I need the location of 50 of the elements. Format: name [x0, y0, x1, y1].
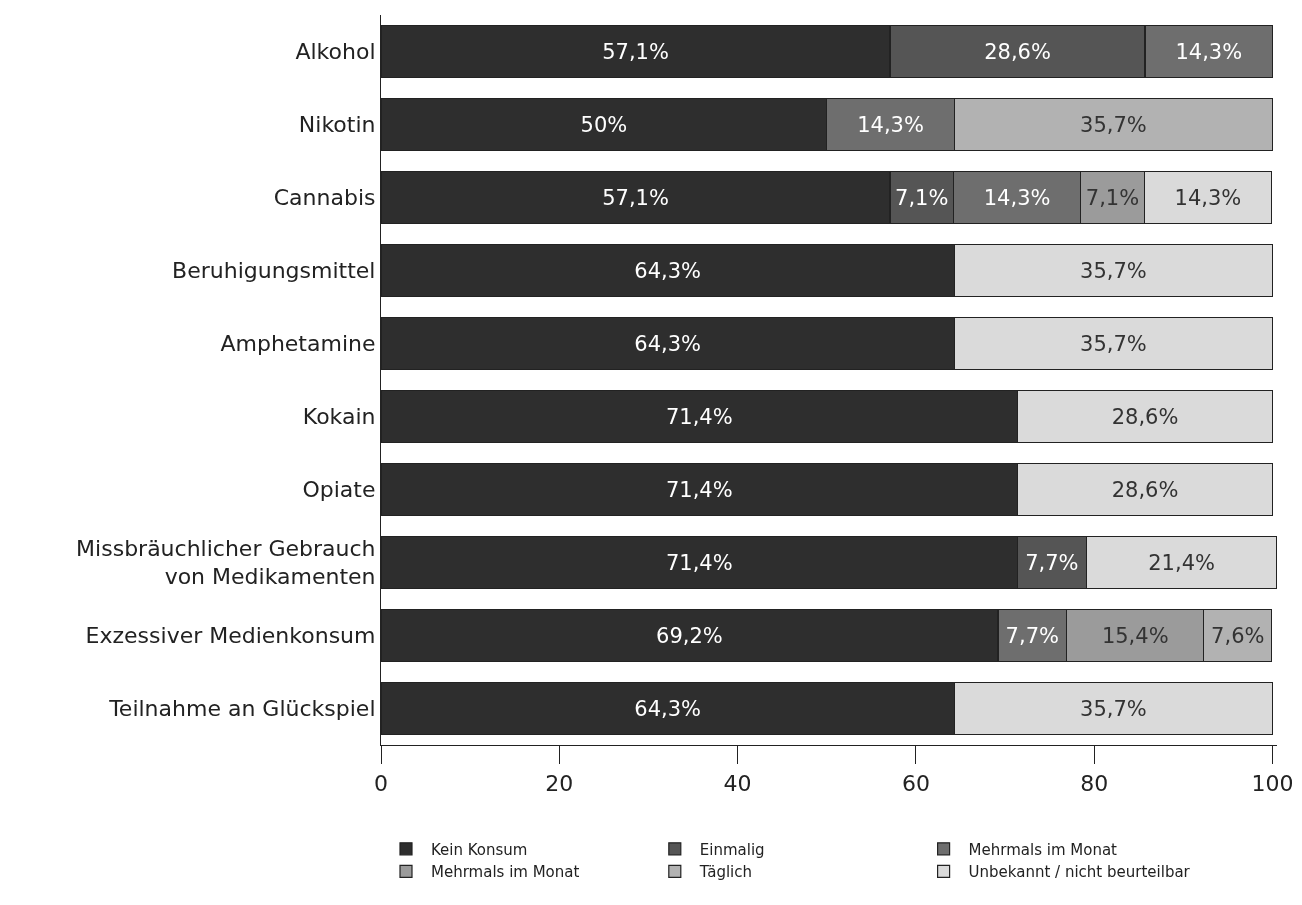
legend-label: Mehrmals im Monat — [968, 840, 1118, 859]
data-label: 57,1% — [602, 39, 669, 64]
y-tick-label: Missbräuchlicher Gebrauch von Medikamenten — [76, 535, 376, 590]
y-tick-label: Alkohol — [295, 39, 376, 65]
data-label: 14,3% — [1174, 185, 1242, 210]
data-label: 7,6% — [1211, 623, 1265, 648]
x-tick-label: 100 — [1251, 770, 1294, 796]
data-label: 35,7% — [1080, 331, 1147, 356]
legend-label: Einmalig — [699, 840, 765, 859]
y-tick-label: Cannabis — [273, 185, 376, 211]
x-tick-label: 20 — [545, 770, 574, 796]
data-label: 50% — [580, 112, 628, 137]
data-label: 64,3% — [634, 696, 701, 721]
data-label: 35,7% — [1080, 258, 1147, 283]
data-label: 14,3% — [983, 185, 1051, 210]
y-tick-label: Amphetamine — [220, 331, 376, 357]
data-label: 28,6% — [1111, 404, 1179, 429]
data-label: 28,6% — [984, 39, 1051, 64]
data-label: 7,1% — [1085, 185, 1140, 210]
y-tick-label: Beruhigungsmittel — [172, 258, 376, 284]
x-tick-label: 80 — [1080, 770, 1109, 796]
data-label: 14,3% — [1175, 39, 1243, 64]
legend-label: Kein Konsum — [431, 840, 528, 859]
data-label: 64,3% — [634, 258, 701, 283]
x-tick-label: 60 — [901, 770, 930, 796]
y-tick-label: Exzessiver Medienkonsum — [85, 623, 376, 649]
data-label: 71,4% — [665, 550, 733, 575]
data-label: 64,3% — [634, 331, 701, 356]
legend-label: Mehrmals im Monat — [431, 863, 580, 882]
y-tick-label: Teilnahme an Glückspiel — [108, 696, 376, 722]
data-label: 71,4% — [665, 404, 733, 429]
y-tick-label: Nikotin — [298, 112, 376, 138]
data-label: 7,7% — [1005, 623, 1059, 648]
data-label: 15,4% — [1101, 623, 1169, 648]
y-tick-label: Kokain — [302, 404, 376, 430]
data-label: 14,3% — [857, 112, 924, 137]
data-label: 71,4% — [665, 477, 733, 502]
legend-label: Täglich — [698, 863, 753, 882]
y-tick-label: Opiate — [302, 477, 376, 503]
data-label: 21,4% — [1148, 550, 1215, 575]
legend-label: Unbekannt / nicht beurteilbar — [968, 863, 1191, 882]
data-label: 7,7% — [1025, 550, 1079, 575]
x-tick-label: 40 — [723, 770, 752, 796]
data-label: 35,7% — [1080, 696, 1147, 721]
data-label: 7,1% — [895, 185, 949, 210]
data-label: 28,6% — [1111, 477, 1179, 502]
data-label: 35,7% — [1080, 112, 1147, 137]
data-label: 57,1% — [602, 185, 669, 210]
data-label: 69,2% — [656, 623, 723, 648]
x-tick-label: 0 — [374, 770, 388, 796]
